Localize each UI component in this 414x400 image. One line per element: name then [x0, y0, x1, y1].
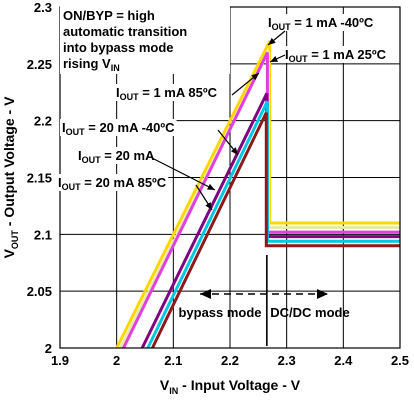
y-tick-label: 2.25: [27, 57, 52, 72]
y-tick-labels: 2 2.05 2.1 2.15 2.2 2.25 2.3: [27, 0, 52, 356]
x-tick-label: 2.3: [278, 353, 296, 368]
x-tick-label: 2.2: [221, 353, 239, 368]
series-label: IOUT = 1 mA 25ºC: [285, 47, 387, 64]
leader-arrowhead: [205, 202, 212, 210]
leader-arrowhead: [251, 73, 259, 81]
x-tick-labels: 1.9 2 2.1 2.2 2.3 2.4 2.5: [51, 353, 409, 368]
note-line-2: automatic transition: [63, 24, 187, 39]
x-tick-label: 2.1: [164, 353, 182, 368]
condition-note: ON/BYP = high automatic transition into …: [60, 6, 230, 74]
y-tick-label: 2.15: [27, 171, 52, 186]
series-label-bg: [60, 119, 177, 136]
series-label: IOUT = 20 mA: [78, 148, 155, 165]
note-line-3: into bypass mode: [63, 40, 174, 55]
note-line-4: rising VIN: [63, 56, 120, 73]
series-label: IOUT = 20 mA 85ºC: [58, 175, 167, 192]
y-tick-label: 2.2: [34, 114, 52, 129]
y-tick-label: 2.1: [34, 227, 52, 242]
note-line-1: ON/BYP = high: [63, 8, 155, 23]
series-lines: [115, 40, 400, 349]
y-tick-label: 2.05: [27, 284, 52, 299]
series-label-bg: [266, 14, 376, 31]
y-tick-label: 2: [45, 341, 52, 356]
x-axis-title: VIN - Input Voltage - V: [160, 377, 301, 396]
x-tick-label: 2.4: [334, 353, 353, 368]
leader-line: [151, 157, 216, 191]
leader-arrowhead: [270, 56, 278, 62]
series-label-bg: [114, 84, 219, 101]
y-tick-label: 2.3: [34, 0, 52, 15]
series-label: IOUT = 1 mA 85ºC: [116, 85, 218, 102]
arrowhead-left: [200, 289, 211, 299]
bypass-mode-label: bypass mode: [178, 305, 261, 320]
series-label: IOUT = 20 mA -40ºC: [62, 120, 175, 137]
series-labels: IOUT = 1 mA -40ºC IOUT = 1 mA 25ºC IOUT = …: [56, 14, 388, 211]
series-label-bg: [283, 46, 388, 63]
series-label-bg: [76, 147, 157, 164]
leader-arrowhead: [230, 147, 238, 155]
x-tick-label: 1.9: [51, 353, 69, 368]
x-tick-label: 2: [113, 353, 120, 368]
series-label-bg: [56, 174, 169, 191]
dcdc-mode-label: DC/DC mode: [270, 305, 349, 320]
x-tick-label: 2.5: [391, 353, 409, 368]
series-label: IOUT = 1 mA -40ºC: [268, 15, 374, 32]
leader-arrowhead: [207, 183, 215, 190]
leader-arrowhead: [268, 37, 276, 45]
series-line: [151, 112, 400, 349]
y-axis-title: VOUT - Output Voltage - V: [1, 96, 20, 259]
mode-arrows: [200, 289, 328, 299]
arrowhead-right: [317, 289, 328, 299]
